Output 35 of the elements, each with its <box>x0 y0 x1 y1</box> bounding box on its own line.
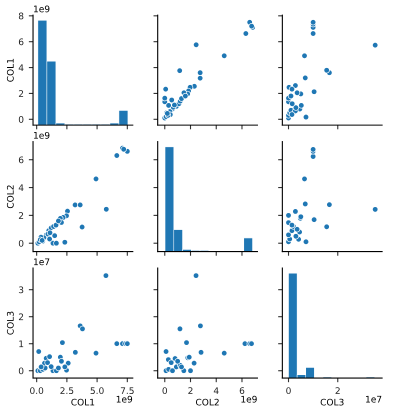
y-tick-label: 6 <box>18 156 24 164</box>
y-axis-title: COL1 <box>6 58 14 82</box>
x-tick-label: 5.0 <box>90 387 104 394</box>
y-axis-title: COL3 <box>6 312 14 335</box>
x-axis-title: COL3 <box>320 398 344 406</box>
y-tick-label: 0 <box>18 367 24 374</box>
x-tick-label: 0.0 <box>30 387 44 394</box>
x-tick-label: 4 <box>214 387 219 394</box>
y-tick-label: 8 <box>18 12 24 20</box>
y-axis-title: COL2 <box>6 185 14 208</box>
x-axis-title: COL1 <box>71 398 94 406</box>
x-tick-label: 6 <box>240 387 244 394</box>
y-tick-label: 2 <box>18 212 24 219</box>
y-tick-label: 4 <box>18 64 24 71</box>
x-tick-label: 0 <box>286 387 291 394</box>
x-tick-label: 2 <box>188 387 192 394</box>
x-axis-title: COL2 <box>196 398 219 406</box>
y-tick-label: 4 <box>18 184 24 191</box>
text: 1e9 <box>241 396 257 403</box>
x-tick-label: 7.5 <box>120 387 134 394</box>
y-tick-label: 0 <box>18 240 24 247</box>
text: 1e9 <box>34 5 50 12</box>
x-tick-label: 2 <box>336 387 340 394</box>
text: 1e7 <box>366 396 382 403</box>
y-tick-label: 2 <box>18 313 24 320</box>
text: 1e9 <box>116 396 132 403</box>
y-tick-label: 3 <box>18 286 24 294</box>
text: 1e7 <box>34 258 50 266</box>
text: 1e9 <box>34 132 50 139</box>
x-tick-label: 0 <box>162 387 168 394</box>
y-tick-label: 1 <box>19 340 24 348</box>
y-tick-label: 2 <box>18 90 24 97</box>
y-tick-label: 0 <box>18 116 24 123</box>
y-tick-label: 6 <box>18 38 24 46</box>
x-tick-label: 2.5 <box>60 387 74 394</box>
